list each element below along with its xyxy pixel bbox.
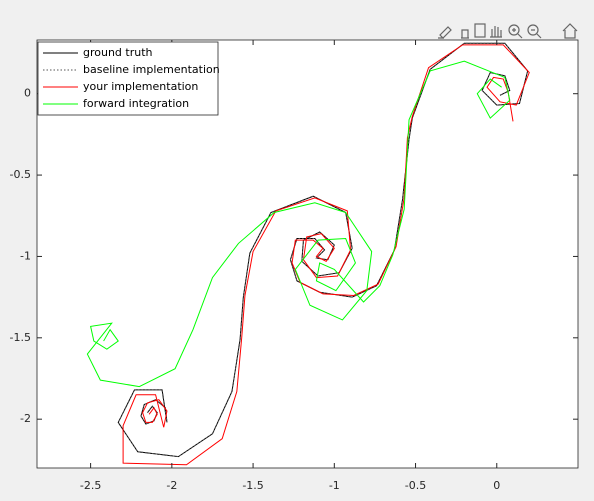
series-line (122, 44, 530, 466)
toolbar[interactable] (438, 23, 578, 39)
x-tick-label: -1.5 (242, 479, 263, 492)
pin-icon[interactable] (461, 29, 469, 39)
legend-box (37, 41, 219, 116)
legend-label: forward integration (83, 97, 189, 110)
y-tick-label: -1 (20, 249, 31, 262)
zoom-in-icon[interactable] (508, 24, 520, 36)
y-tick-label: -0.5 (10, 168, 31, 181)
x-tick-label: -2.5 (80, 479, 101, 492)
legend-label: your implementation (83, 80, 198, 93)
y-tick-label: 0 (24, 87, 31, 100)
zoom-in-glyph (512, 28, 523, 39)
x-tick-label: -1 (329, 479, 340, 492)
plot-area (86, 42, 530, 466)
zoom-out-glyph (531, 29, 542, 39)
y-tick-label: -2 (20, 412, 31, 425)
pan-icon[interactable] (490, 26, 502, 38)
x-tick-label: 0 (493, 479, 500, 492)
x-tick-label: -0.5 (405, 479, 426, 492)
home-icon[interactable] (562, 23, 578, 39)
legend: ground truth baseline implementation your … (37, 41, 220, 116)
legend-icon[interactable] (474, 23, 486, 38)
legend-label: ground truth (83, 46, 153, 59)
zoom-out-icon[interactable] (527, 24, 539, 36)
series-line (117, 42, 529, 458)
series-line (86, 60, 511, 388)
legend-label: baseline implementation (83, 63, 220, 76)
y-tick-label: -1.5 (10, 331, 31, 344)
x-tick-label: -2 (166, 479, 177, 492)
brush-icon[interactable] (438, 26, 452, 39)
